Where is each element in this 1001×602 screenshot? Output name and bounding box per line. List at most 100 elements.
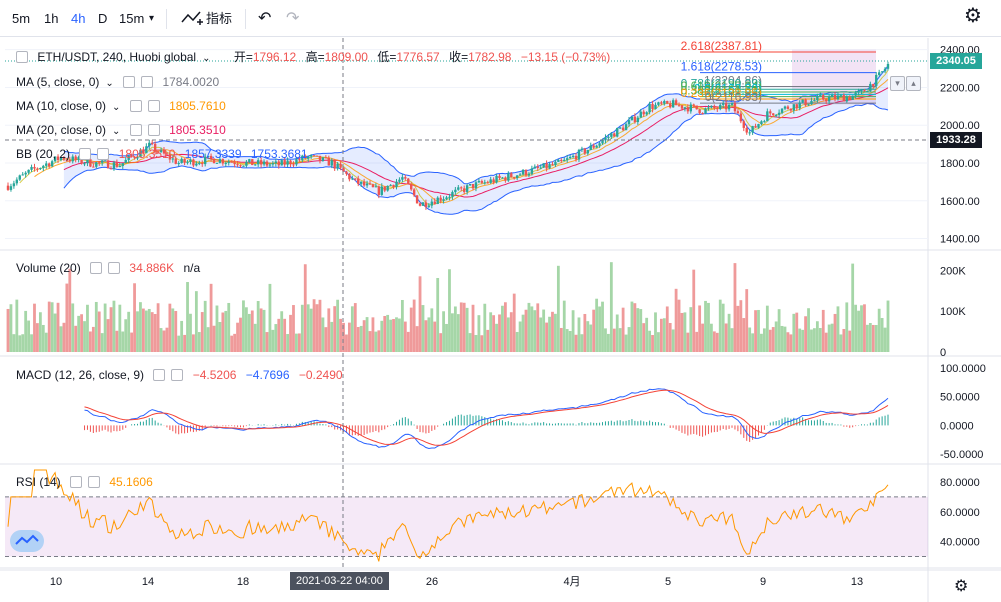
interval-4h-button[interactable]: 4h bbox=[71, 11, 86, 26]
chart-canvas[interactable]: 1400.001600.001800.002000.002200.002400.… bbox=[0, 38, 1001, 602]
visibility-eye-icon[interactable] bbox=[129, 100, 142, 112]
candle-body bbox=[727, 104, 731, 110]
visibility-eye-icon[interactable] bbox=[129, 124, 142, 136]
candle-body bbox=[592, 145, 595, 148]
candle-body bbox=[359, 181, 363, 184]
candle-body bbox=[780, 108, 784, 113]
volume-bar bbox=[665, 306, 669, 352]
candle-body bbox=[804, 99, 807, 106]
volume-bar bbox=[41, 324, 45, 352]
rsi-label[interactable]: RSI (14) bbox=[16, 475, 61, 489]
interval-15m-button[interactable]: 15m bbox=[119, 11, 145, 26]
close-icon[interactable] bbox=[141, 76, 154, 88]
visibility-eye-icon[interactable] bbox=[153, 369, 166, 381]
candle-body bbox=[377, 186, 381, 195]
scroll-up-icon[interactable]: ▴ bbox=[906, 76, 921, 91]
volume-bar bbox=[150, 312, 154, 352]
volume-bar bbox=[133, 283, 136, 352]
scroll-down-icon[interactable]: ▾ bbox=[890, 76, 905, 91]
bb-upper-value: 1857.3339 bbox=[184, 147, 242, 161]
volume-bar bbox=[156, 303, 160, 352]
redo-icon[interactable]: ↷ bbox=[286, 10, 300, 27]
volume-bar bbox=[721, 303, 725, 352]
close-icon[interactable] bbox=[147, 124, 160, 136]
chevron-down-icon[interactable]: ⌄ bbox=[112, 102, 121, 113]
volume-bar bbox=[498, 314, 501, 352]
volume-bar bbox=[786, 332, 790, 352]
volume-bar bbox=[415, 326, 419, 352]
candle-body bbox=[221, 159, 225, 164]
volume-bar bbox=[345, 334, 348, 352]
candle-body bbox=[268, 164, 272, 166]
symbol-label[interactable]: ETH/USDT, 240, Huobi global bbox=[37, 50, 197, 64]
interval-1h-button[interactable]: 1h bbox=[44, 11, 59, 26]
volume-bar bbox=[268, 283, 272, 352]
interval-5m-button[interactable]: 5m bbox=[12, 11, 31, 26]
volume-bar bbox=[259, 308, 263, 352]
ma20-label[interactable]: MA (20, close, 0) bbox=[16, 123, 107, 137]
interval-d-button[interactable]: D bbox=[98, 11, 108, 26]
volume-bar bbox=[153, 313, 157, 352]
volume-bar bbox=[277, 318, 281, 352]
candle-body bbox=[674, 100, 678, 106]
collapse-legend-icon[interactable] bbox=[16, 51, 28, 63]
visibility-eye-icon[interactable] bbox=[70, 476, 83, 488]
price-axis-tick-label: 1800.00 bbox=[940, 158, 980, 170]
time-axis-tick-label: 5 bbox=[665, 576, 671, 588]
volume-bar bbox=[818, 328, 822, 352]
volume-bar bbox=[615, 314, 619, 352]
candle-body bbox=[251, 159, 254, 166]
chart-settings-gear-icon[interactable]: ⚙ bbox=[954, 578, 969, 595]
candle-body bbox=[89, 159, 92, 167]
volume-bar bbox=[798, 328, 802, 352]
candle-body bbox=[198, 163, 201, 165]
candle-body bbox=[698, 109, 701, 114]
candle-body bbox=[618, 127, 622, 129]
volume-bar bbox=[383, 315, 387, 352]
candle-body bbox=[774, 114, 778, 116]
ma5-label[interactable]: MA (5, close, 0) bbox=[16, 75, 100, 89]
candle-body bbox=[103, 160, 107, 162]
candle-body bbox=[521, 169, 525, 175]
volume-bar bbox=[56, 302, 60, 352]
close-icon[interactable] bbox=[147, 100, 160, 112]
volume-bar bbox=[833, 313, 837, 352]
interval-dropdown-arrow-icon[interactable]: ▾ bbox=[149, 13, 155, 24]
visibility-eye-icon[interactable] bbox=[79, 148, 92, 160]
candle-body bbox=[848, 96, 851, 100]
indicators-button[interactable]: 指标 bbox=[178, 8, 242, 30]
volume-bar bbox=[448, 269, 451, 352]
close-icon[interactable] bbox=[108, 262, 121, 274]
candle-body bbox=[454, 189, 457, 193]
fib-level-label: 0.382(2151.51) bbox=[681, 84, 762, 98]
close-icon[interactable] bbox=[97, 148, 110, 160]
candle-body bbox=[486, 182, 489, 184]
candle-body bbox=[680, 105, 684, 109]
chevron-down-icon[interactable]: ⌄ bbox=[112, 126, 121, 137]
close-icon[interactable] bbox=[171, 369, 184, 381]
settings-gear-icon[interactable]: ⚙ bbox=[964, 5, 982, 27]
volume-bar bbox=[147, 308, 151, 352]
candle-body bbox=[439, 197, 442, 201]
candle-body bbox=[74, 156, 77, 161]
volume-bar bbox=[762, 328, 766, 352]
candle-body bbox=[530, 168, 534, 174]
bb-label[interactable]: BB (20, 2) bbox=[16, 147, 71, 161]
candle-body bbox=[827, 97, 831, 102]
macd-label[interactable]: MACD (12, 26, close, 9) bbox=[16, 368, 145, 382]
visibility-eye-icon[interactable] bbox=[90, 262, 103, 274]
candle-body bbox=[415, 195, 419, 204]
undo-icon[interactable]: ↶ bbox=[258, 10, 272, 27]
volume-bar bbox=[880, 318, 884, 352]
volume-label[interactable]: Volume (20) bbox=[16, 261, 81, 275]
candle-body bbox=[418, 203, 422, 206]
volume-bar bbox=[692, 269, 696, 352]
close-icon[interactable] bbox=[88, 476, 101, 488]
visibility-eye-icon[interactable] bbox=[123, 76, 136, 88]
chevron-down-icon[interactable]: ⌄ bbox=[202, 53, 211, 64]
ma10-label[interactable]: MA (10, close, 0) bbox=[16, 99, 107, 113]
volume-bar bbox=[27, 320, 31, 352]
chevron-down-icon[interactable]: ⌄ bbox=[105, 78, 114, 89]
volume-bar bbox=[36, 323, 39, 352]
volume-bar bbox=[221, 312, 225, 352]
